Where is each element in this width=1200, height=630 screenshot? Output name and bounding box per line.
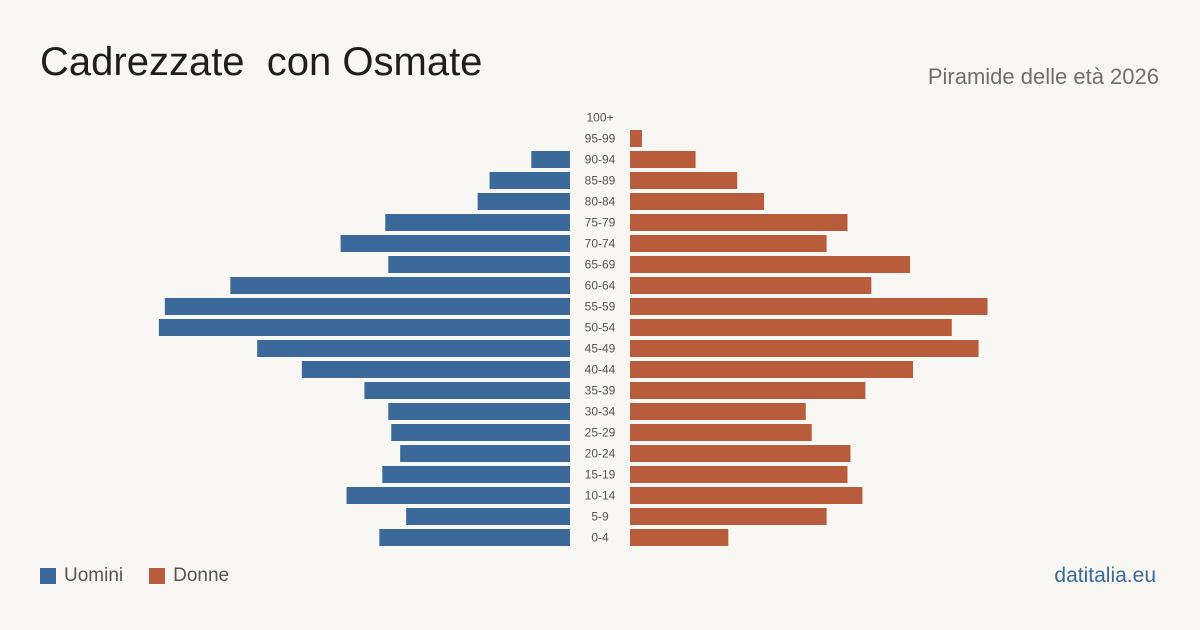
bar-women-25-29 (630, 424, 812, 441)
bar-women-70-74 (630, 235, 827, 252)
bar-men-80-84 (477, 193, 570, 210)
bar-women-20-24 (630, 445, 851, 462)
age-label-70-74: 70-74 (585, 237, 616, 251)
bar-men-85-89 (489, 172, 570, 189)
age-label-35-39: 35-39 (585, 384, 616, 398)
chart-title: Cadrezzate con Osmate (40, 40, 483, 84)
age-label-40-44: 40-44 (585, 363, 616, 377)
age-label-55-59: 55-59 (585, 300, 616, 314)
bar-men-60-64 (230, 277, 570, 294)
bar-men-5-9 (406, 508, 570, 525)
bar-men-75-79 (385, 214, 570, 231)
legend-swatch-men (40, 568, 56, 584)
bar-men-35-39 (364, 382, 570, 399)
age-label-25-29: 25-29 (585, 426, 616, 440)
bar-women-35-39 (630, 382, 866, 399)
bar-men-90-94 (531, 151, 570, 168)
age-label-5-9: 5-9 (591, 510, 609, 524)
age-label-20-24: 20-24 (585, 447, 616, 461)
age-label-0-4: 0-4 (591, 531, 609, 545)
bar-men-0-4 (379, 529, 570, 546)
legend-label-men: Uomini (64, 565, 124, 586)
legend-label-women: Donne (173, 565, 230, 586)
bar-women-30-34 (630, 403, 806, 420)
age-label-65-69: 65-69 (585, 258, 616, 272)
bar-women-50-54 (630, 319, 952, 336)
bar-men-25-29 (391, 424, 570, 441)
bar-women-15-19 (630, 466, 848, 483)
bar-men-55-59 (164, 298, 571, 315)
bar-women-60-64 (630, 277, 872, 294)
bar-men-15-19 (382, 466, 570, 483)
age-label-85-89: 85-89 (585, 174, 616, 188)
age-label-75-79: 75-79 (585, 216, 616, 230)
chart-subtitle: Piramide delle età 2026 (927, 64, 1159, 89)
bar-women-40-44 (630, 361, 914, 378)
bar-women-90-94 (630, 151, 696, 168)
bar-women-95-99 (630, 130, 642, 147)
age-label-50-54: 50-54 (585, 321, 616, 335)
age-label-45-49: 45-49 (585, 342, 616, 356)
age-label-15-19: 15-19 (585, 468, 616, 482)
age-label-10-14: 10-14 (585, 489, 616, 503)
bar-women-65-69 (630, 256, 911, 273)
bar-men-20-24 (400, 445, 570, 462)
brand-link[interactable]: datitalia.eu (1054, 564, 1156, 587)
bar-men-10-14 (346, 487, 570, 504)
legend: Uomini Donne (40, 565, 245, 587)
bar-women-85-89 (630, 172, 738, 189)
bar-men-50-54 (158, 319, 571, 336)
bar-women-55-59 (630, 298, 988, 315)
bar-men-40-44 (301, 361, 570, 378)
age-label-60-64: 60-64 (585, 279, 616, 293)
age-label-95-99: 95-99 (585, 132, 616, 146)
bar-women-5-9 (630, 508, 827, 525)
legend-swatch-women (149, 568, 166, 584)
bar-women-45-49 (630, 340, 979, 357)
age-label-30-34: 30-34 (585, 405, 616, 419)
legend-item-men: Uomini (40, 565, 123, 587)
bar-women-80-84 (630, 193, 765, 210)
bar-men-70-74 (340, 235, 570, 252)
legend-item-women: Donne (149, 565, 229, 587)
age-label-90-94: 90-94 (585, 153, 616, 167)
bar-men-65-69 (388, 256, 570, 273)
bar-women-10-14 (630, 487, 863, 504)
age-label-100+: 100+ (586, 111, 613, 125)
age-label-80-84: 80-84 (585, 195, 616, 209)
bar-women-75-79 (630, 214, 848, 231)
bar-men-45-49 (257, 340, 570, 357)
bar-men-30-34 (388, 403, 570, 420)
bar-women-0-4 (630, 529, 729, 546)
